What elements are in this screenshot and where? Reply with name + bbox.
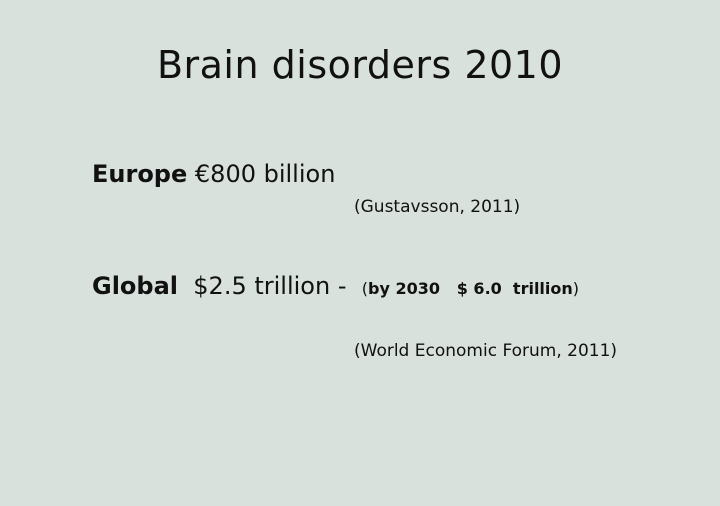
europe-cost-amount: €800 billion [194, 160, 336, 188]
global-cost-line: Global $2.5 trillion - (by 2030 $ 6.0 tr… [92, 268, 579, 307]
global-separator: - [337, 272, 347, 300]
europe-citation: (Gustavsson, 2011) [354, 197, 521, 217]
global-citation: (World Economic Forum, 2011) [354, 341, 618, 361]
global-region-label: Global [92, 272, 179, 300]
slide-title: Brain disorders 2010 [156, 43, 564, 87]
forecast-close-paren: ) [572, 279, 580, 298]
global-cost-amount: $2.5 trillion [193, 272, 331, 300]
forecast-open-paren: ( [361, 279, 369, 298]
europe-cost-line: Europe €800 billion [92, 157, 335, 191]
global-forecast: by 2030 $ 6.0 trillion [368, 279, 573, 298]
europe-region-label: Europe [92, 160, 188, 188]
